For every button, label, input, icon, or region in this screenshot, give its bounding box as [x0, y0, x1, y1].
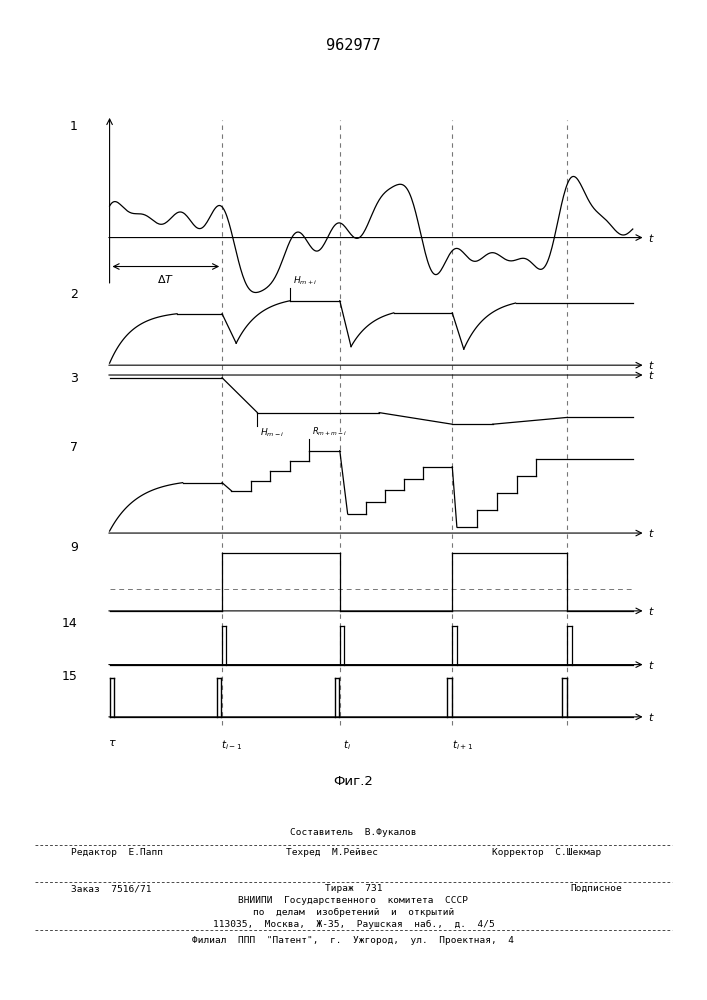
Text: $t$: $t$ [648, 527, 655, 539]
Text: Редактор  Е.Папп: Редактор Е.Папп [71, 848, 163, 857]
Text: Корректор  С.Шекмар: Корректор С.Шекмар [491, 848, 601, 857]
Text: 2: 2 [70, 288, 78, 301]
Text: Техред  М.Рейвес: Техред М.Рейвес [286, 848, 378, 857]
Text: Фиг.2: Фиг.2 [334, 775, 373, 788]
Text: 113035,  Москва,  Ж-35,  Раушская  наб.,  д.  4/5: 113035, Москва, Ж-35, Раушская наб., д. … [213, 920, 494, 929]
Text: ВНИИПИ  Государственного  комитета  СССР: ВНИИПИ Государственного комитета СССР [238, 896, 469, 905]
Text: $t$: $t$ [648, 711, 655, 723]
Text: 15: 15 [62, 670, 78, 683]
Text: $t_i$: $t_i$ [343, 738, 351, 752]
Text: $t_{i+1}$: $t_{i+1}$ [452, 738, 473, 752]
Text: $t_{i-1}$: $t_{i-1}$ [221, 738, 243, 752]
Text: 9: 9 [70, 541, 78, 554]
Text: по  делам  изобретений  и  открытий: по делам изобретений и открытий [253, 908, 454, 917]
Text: $\tau$: $\tau$ [108, 738, 117, 748]
Text: Заказ  7516/71: Заказ 7516/71 [71, 884, 151, 893]
Text: Составитель  В.Фукалов: Составитель В.Фукалов [291, 828, 416, 837]
Text: Тираж  731: Тираж 731 [325, 884, 382, 893]
Text: $t$: $t$ [648, 232, 655, 244]
Text: Филиал  ППП  "Патент",  г.  Ужгород,  ул.  Проектная,  4: Филиал ППП "Патент", г. Ужгород, ул. Про… [192, 936, 515, 945]
Text: $H_{m-i}$: $H_{m-i}$ [260, 427, 285, 439]
Text: $t$: $t$ [648, 359, 655, 371]
Text: $R_{m+m-i}$: $R_{m+m-i}$ [312, 425, 348, 438]
Text: $\Delta T$: $\Delta T$ [157, 273, 175, 285]
Text: 14: 14 [62, 617, 78, 630]
Text: Подписное: Подписное [571, 884, 622, 893]
Text: $t$: $t$ [648, 605, 655, 617]
Text: 1: 1 [70, 120, 78, 133]
Text: $t$: $t$ [648, 659, 655, 671]
Text: 7: 7 [70, 441, 78, 454]
Text: 962977: 962977 [326, 38, 381, 53]
Text: 3: 3 [70, 372, 78, 385]
Text: $t$: $t$ [648, 369, 655, 381]
Text: $H_{m+i}$: $H_{m+i}$ [293, 274, 317, 287]
